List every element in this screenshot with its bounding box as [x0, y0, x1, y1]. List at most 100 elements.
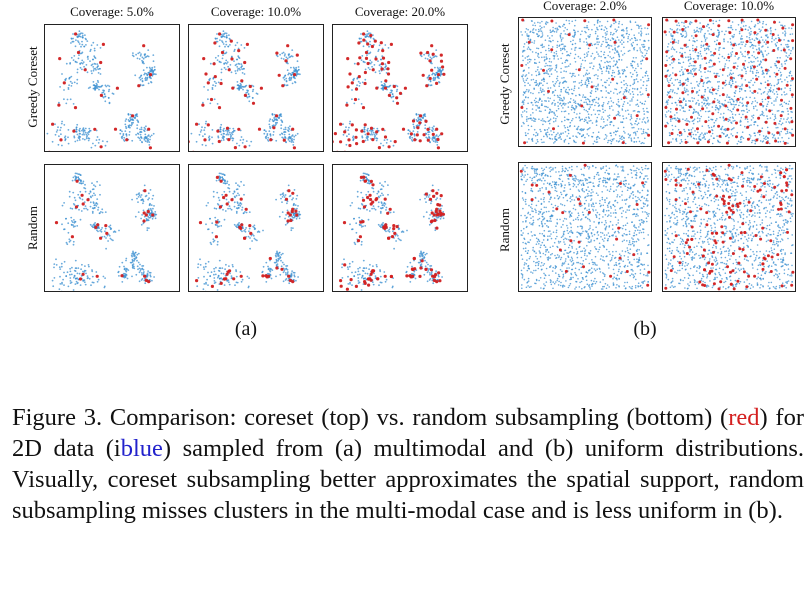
data-point	[593, 58, 595, 60]
selected-point	[435, 226, 439, 230]
data-point	[559, 94, 561, 97]
data-point	[383, 205, 386, 207]
data-point	[428, 223, 431, 226]
data-point	[371, 281, 374, 284]
selected-point	[435, 127, 439, 131]
data-point	[73, 135, 76, 138]
data-point	[417, 117, 419, 119]
data-point	[130, 118, 132, 121]
selected-point	[70, 235, 74, 239]
data-point	[87, 87, 90, 89]
data-point	[563, 139, 566, 142]
selected-point	[381, 49, 385, 53]
data-point	[90, 70, 93, 72]
data-point	[368, 182, 370, 185]
data-point	[618, 112, 620, 114]
selected-point	[225, 126, 230, 130]
data-point	[547, 68, 550, 71]
data-point	[286, 57, 289, 60]
data-point	[634, 39, 637, 42]
data-point	[550, 65, 552, 67]
selected-point	[366, 42, 370, 46]
data-point	[147, 215, 149, 218]
data-point	[634, 88, 636, 90]
selected-point	[441, 65, 445, 69]
data-point	[564, 48, 566, 51]
data-point	[542, 88, 544, 91]
data-point	[371, 207, 373, 210]
data-point	[733, 33, 735, 36]
selected-point	[231, 86, 235, 90]
selected-point	[239, 226, 243, 230]
data-point	[137, 196, 140, 198]
data-point	[76, 71, 79, 74]
data-point	[597, 83, 599, 86]
data-point	[228, 205, 231, 207]
selected-point	[201, 103, 205, 107]
data-point	[233, 223, 236, 226]
data-point	[567, 142, 570, 145]
data-point	[148, 197, 150, 199]
data-point	[424, 259, 426, 262]
data-point	[532, 78, 535, 81]
data-point	[617, 73, 620, 75]
data-point	[424, 253, 427, 256]
data-point	[104, 230, 106, 233]
data-point	[94, 194, 96, 196]
data-point	[372, 205, 375, 207]
data-point	[219, 176, 221, 179]
data-point	[553, 131, 555, 134]
data-point	[622, 117, 625, 120]
data-point	[136, 127, 139, 130]
data-point	[573, 101, 575, 104]
data-point	[86, 208, 89, 211]
selected-point	[354, 87, 359, 91]
data-point	[558, 82, 561, 85]
data-point	[575, 116, 577, 119]
selected-point	[611, 77, 615, 81]
data-point	[603, 53, 605, 56]
data-point	[73, 55, 76, 57]
data-point	[281, 252, 284, 255]
selected-point	[362, 205, 367, 209]
data-point	[73, 274, 76, 277]
data-point	[419, 255, 421, 258]
data-point	[197, 266, 199, 269]
data-point	[620, 34, 623, 37]
selected-point	[386, 72, 391, 76]
data-point	[293, 138, 295, 141]
data-point	[540, 51, 542, 54]
data-point	[564, 126, 566, 129]
data-point	[550, 111, 553, 113]
selected-point	[219, 81, 223, 86]
data-point	[427, 131, 429, 134]
data-point	[364, 78, 367, 81]
data-point	[641, 121, 643, 123]
selected-point	[72, 129, 76, 133]
fig-a-panel-random-20	[332, 164, 468, 292]
data-point	[76, 78, 79, 81]
data-point	[348, 265, 351, 268]
data-point	[396, 234, 399, 237]
data-point	[586, 84, 589, 87]
data-point	[364, 133, 367, 136]
data-point	[67, 86, 70, 89]
data-point	[358, 281, 361, 284]
selected-point	[249, 231, 253, 235]
data-point	[216, 191, 219, 194]
data-point	[105, 237, 107, 239]
selected-point	[333, 140, 334, 144]
data-point	[617, 110, 620, 113]
data-point	[68, 240, 71, 243]
data-point	[361, 135, 364, 138]
data-point	[664, 114, 667, 116]
data-point	[534, 58, 536, 61]
data-point	[588, 36, 590, 39]
data-point	[293, 70, 296, 72]
data-point	[593, 74, 596, 77]
data-point	[631, 123, 633, 126]
data-point	[587, 78, 589, 80]
data-point	[216, 59, 219, 61]
data-point	[237, 204, 240, 207]
data-point	[112, 231, 115, 233]
